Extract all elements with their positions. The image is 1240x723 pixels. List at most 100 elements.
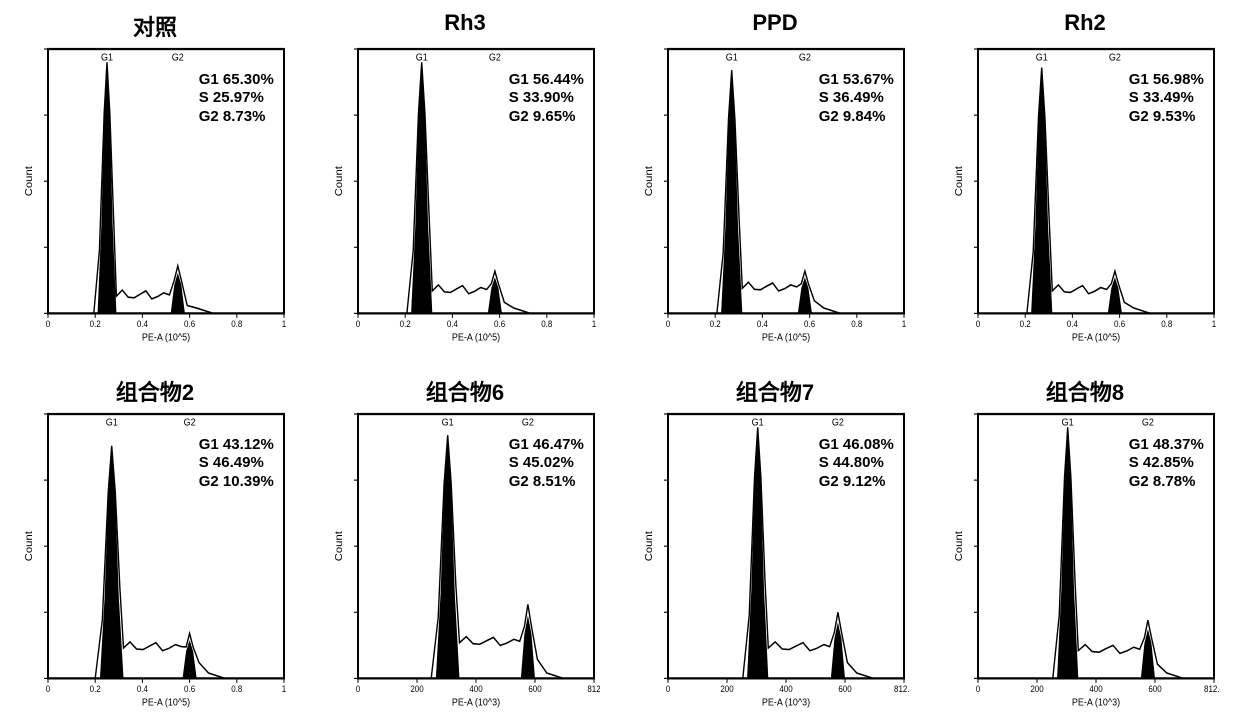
histogram-panel: 组合物200.20.40.60.81PE-A (10^5)CountG1G2G1… <box>20 375 290 710</box>
svg-text:Count: Count <box>954 531 965 561</box>
s-stat: S 36.49% <box>819 89 894 108</box>
cell-cycle-stats: G1 48.37%S 42.85%G2 8.78% <box>1129 436 1204 492</box>
svg-text:PE-A (10^3): PE-A (10^3) <box>762 697 810 709</box>
g2-stat: G2 9.65% <box>509 108 584 127</box>
g2-stat: G2 10.39% <box>199 473 274 492</box>
svg-text:Count: Count <box>24 531 35 561</box>
histogram-panel: 对照00.20.40.60.81PE-A (10^5)CountG1G2G1 6… <box>20 10 290 345</box>
panel-title: 组合物8 <box>1046 375 1124 403</box>
svg-text:1: 1 <box>1212 318 1217 329</box>
svg-text:Count: Count <box>954 166 965 196</box>
svg-text:Count: Count <box>334 166 345 196</box>
svg-text:G2: G2 <box>1142 417 1154 429</box>
svg-text:PE-A (10^5): PE-A (10^5) <box>452 332 500 344</box>
svg-text:1: 1 <box>592 318 597 329</box>
svg-text:Count: Count <box>644 531 655 561</box>
svg-text:200: 200 <box>720 683 734 694</box>
cell-cycle-stats: G1 46.08%S 44.80%G2 9.12% <box>819 436 894 492</box>
plot-area: 0 200 400 600 812.4 PE-A (10^3) Count G1 G2 G1 46… <box>640 405 910 710</box>
svg-text:PE-A (10^5): PE-A (10^5) <box>1072 332 1120 344</box>
svg-text:G1: G1 <box>1036 52 1048 64</box>
svg-text:0.8: 0.8 <box>231 683 242 694</box>
cell-cycle-stats: G1 56.98%S 33.49%G2 9.53% <box>1129 71 1204 127</box>
svg-text:G1: G1 <box>101 52 113 64</box>
g2-stat: G2 8.78% <box>1129 473 1204 492</box>
svg-text:0.6: 0.6 <box>1114 318 1125 329</box>
svg-text:PE-A (10^5): PE-A (10^5) <box>142 332 190 344</box>
svg-text:0.2: 0.2 <box>90 683 101 694</box>
svg-text:0.4: 0.4 <box>757 318 768 329</box>
s-stat: S 42.85% <box>1129 454 1204 473</box>
g1-stat: G1 46.08% <box>819 436 894 455</box>
svg-text:G2: G2 <box>522 417 534 429</box>
svg-text:600: 600 <box>528 683 542 694</box>
svg-text:G1: G1 <box>416 52 428 64</box>
svg-text:0.2: 0.2 <box>710 318 721 329</box>
cell-cycle-stats: G1 65.30%S 25.97%G2 8.73% <box>199 71 274 127</box>
g1-stat: G1 56.98% <box>1129 71 1204 90</box>
g2-stat: G2 9.53% <box>1129 108 1204 127</box>
plot-area: 00.20.40.60.81PE-A (10^5)CountG1G2G1 56.… <box>330 40 600 345</box>
svg-text:G2: G2 <box>832 417 844 429</box>
svg-text:PE-A (10^5): PE-A (10^5) <box>762 332 810 344</box>
g1-stat: G1 53.67% <box>819 71 894 90</box>
histogram-panel: Rh300.20.40.60.81PE-A (10^5)CountG1G2G1 … <box>330 10 600 345</box>
panel-title: Rh2 <box>1064 10 1106 38</box>
svg-text:812.4: 812.4 <box>894 683 910 694</box>
svg-text:PE-A (10^3): PE-A (10^3) <box>452 697 500 709</box>
svg-text:1: 1 <box>282 318 287 329</box>
svg-text:0.8: 0.8 <box>541 318 552 329</box>
g1-stat: G1 46.47% <box>509 436 584 455</box>
histogram-panel: 组合物80200400600812.6PE-A (10^3)CountG1G2G… <box>950 375 1220 710</box>
svg-text:0.2: 0.2 <box>90 318 101 329</box>
svg-text:0.4: 0.4 <box>447 318 458 329</box>
svg-text:PE-A (10^3): PE-A (10^3) <box>1072 697 1120 709</box>
svg-text:200: 200 <box>1030 683 1044 694</box>
svg-text:0: 0 <box>976 683 981 694</box>
s-stat: S 33.90% <box>509 89 584 108</box>
svg-text:600: 600 <box>1148 683 1162 694</box>
svg-text:Count: Count <box>644 166 655 196</box>
svg-text:400: 400 <box>1089 683 1103 694</box>
svg-text:PE-A (10^5): PE-A (10^5) <box>142 697 190 709</box>
svg-text:0: 0 <box>356 318 361 329</box>
svg-text:400: 400 <box>779 683 793 694</box>
svg-text:1: 1 <box>902 318 907 329</box>
g1-stat: G1 43.12% <box>199 436 274 455</box>
svg-text:0: 0 <box>666 683 671 694</box>
s-stat: S 46.49% <box>199 454 274 473</box>
histogram-panel: Rh200.20.40.60.81PE-A (10^5)CountG1G2G1 … <box>950 10 1220 345</box>
svg-text:0.6: 0.6 <box>804 318 815 329</box>
cell-cycle-stats: G1 43.12%S 46.49%G2 10.39% <box>199 436 274 492</box>
histogram-panel: 组合物7 0 200 400 600 812.4 PE-A (10^3) Count G1 G2 G… <box>640 375 910 710</box>
svg-text:0.4: 0.4 <box>137 318 148 329</box>
plot-area: 0200400600812.6PE-A (10^3)CountG1G2G1 48… <box>950 405 1220 710</box>
svg-text:0: 0 <box>666 318 671 329</box>
svg-text:812.6: 812.6 <box>1204 683 1220 694</box>
panel-title: 组合物2 <box>116 375 194 403</box>
histogram-panel: PPD00.20.40.60.81PE-A (10^5)CountG1G2G1 … <box>640 10 910 345</box>
svg-text:G1: G1 <box>752 417 764 429</box>
svg-text:G1: G1 <box>442 417 454 429</box>
svg-text:1: 1 <box>282 683 287 694</box>
g2-stat: G2 9.12% <box>819 473 894 492</box>
svg-text:0.6: 0.6 <box>184 683 195 694</box>
svg-text:0.8: 0.8 <box>851 318 862 329</box>
svg-text:0: 0 <box>976 318 981 329</box>
panel-title: 组合物6 <box>426 375 504 403</box>
histogram-panel: 组合物60200400600812PE-A (10^3)CountG1G2G1 … <box>330 375 600 710</box>
svg-text:G2: G2 <box>799 52 811 64</box>
svg-text:G1: G1 <box>106 417 118 429</box>
svg-text:0.4: 0.4 <box>1067 318 1078 329</box>
svg-text:400: 400 <box>469 683 483 694</box>
g2-stat: G2 8.73% <box>199 108 274 127</box>
panel-title: Rh3 <box>444 10 486 38</box>
svg-text:600: 600 <box>838 683 852 694</box>
histogram-grid: 对照00.20.40.60.81PE-A (10^5)CountG1G2G1 6… <box>20 10 1220 710</box>
svg-text:0: 0 <box>46 683 51 694</box>
svg-text:G2: G2 <box>489 52 501 64</box>
panel-title: 组合物7 <box>736 375 814 403</box>
s-stat: S 25.97% <box>199 89 274 108</box>
g2-stat: G2 9.84% <box>819 108 894 127</box>
panel-title: PPD <box>752 10 797 38</box>
